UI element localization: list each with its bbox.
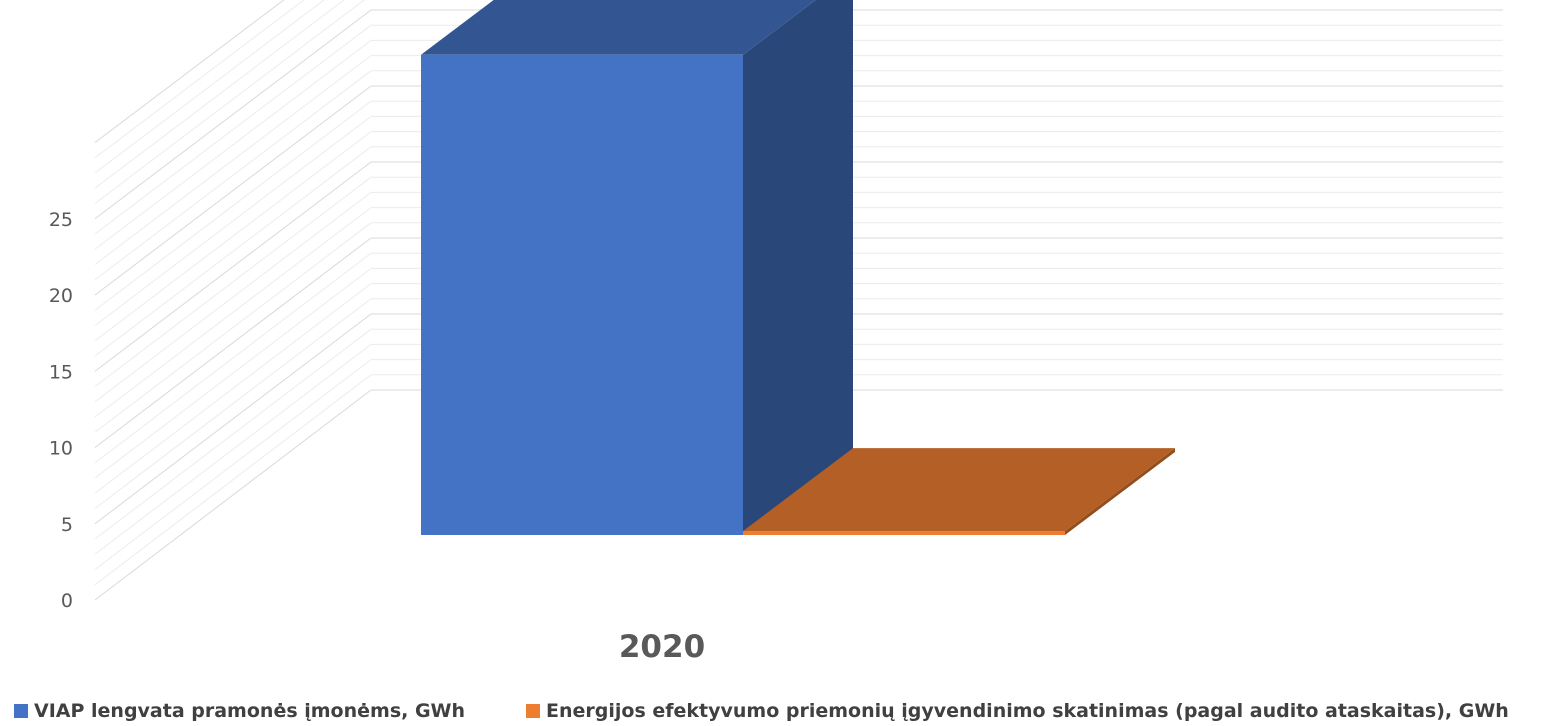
gridline-side bbox=[94, 116, 372, 326]
gridline-side bbox=[94, 207, 372, 418]
gridline-side bbox=[94, 268, 372, 479]
legend-label-viap: VIAP lengvata pramonės įmonėms, GWh bbox=[34, 700, 466, 722]
gridline-side bbox=[94, 222, 372, 433]
gridline-side bbox=[94, 24, 372, 235]
gridline-side bbox=[94, 192, 372, 403]
gridline-side bbox=[94, 161, 372, 372]
gridline-side bbox=[94, 100, 372, 311]
bar-viap bbox=[421, 0, 853, 536]
chart: 0 5 10 15 20 25 2020 bbox=[49, 0, 1503, 665]
bars bbox=[421, 0, 1175, 536]
y-tick-label: 25 bbox=[49, 209, 73, 231]
bar-top-face bbox=[421, 0, 816, 55]
legend-swatch-orange bbox=[526, 704, 540, 718]
legend-item-energy-efficiency: Energijos efektyvumo priemonių įgyvendin… bbox=[526, 700, 1509, 722]
gridline-side bbox=[94, 313, 372, 525]
legend-swatch-blue bbox=[14, 704, 28, 718]
gridline-side bbox=[94, 328, 372, 540]
bar-energy-efficiency bbox=[743, 448, 1175, 535]
gridline-side bbox=[94, 283, 372, 494]
gridline-side bbox=[94, 374, 372, 586]
legend-item-viap: VIAP lengvata pramonės įmonėms, GWh bbox=[14, 700, 465, 722]
bar-side-face bbox=[1065, 448, 1175, 535]
gridline-side bbox=[94, 0, 325, 174]
gridline-side bbox=[94, 0, 285, 143]
gridline-side bbox=[94, 55, 372, 265]
x-category-label: 2020 bbox=[619, 629, 705, 665]
gridline-side bbox=[94, 176, 372, 387]
gridline-side bbox=[94, 9, 372, 220]
gridline-side bbox=[94, 40, 372, 250]
y-tick-label: 0 bbox=[61, 590, 73, 612]
bar-side-face bbox=[743, 0, 853, 535]
legend: VIAP lengvata pramonės įmonėms, GWh Ener… bbox=[14, 700, 1567, 726]
gridline-side bbox=[94, 85, 372, 296]
gridline-side bbox=[94, 0, 305, 159]
gridline-side bbox=[94, 298, 372, 509]
gridline-side bbox=[94, 0, 365, 204]
y-axis: 0 5 10 15 20 25 bbox=[49, 209, 73, 612]
y-tick-label: 15 bbox=[49, 361, 73, 383]
gridline-side bbox=[94, 359, 372, 570]
bar-top-face bbox=[743, 448, 1175, 532]
legend-label-energy-efficiency: Energijos efektyvumo priemonių įgyvendin… bbox=[546, 700, 1509, 722]
y-tick-label: 5 bbox=[61, 514, 73, 536]
gridline-side bbox=[94, 237, 372, 448]
gridline-side bbox=[94, 0, 345, 189]
y-tick-label: 10 bbox=[49, 438, 73, 460]
gridline-side bbox=[94, 389, 372, 601]
bar-front-face bbox=[743, 531, 1065, 535]
gridline-side bbox=[94, 131, 372, 342]
y-tick-label: 20 bbox=[49, 285, 73, 307]
gridline-side bbox=[94, 146, 372, 357]
bar-front-face bbox=[421, 54, 743, 536]
gridline-side bbox=[94, 252, 372, 464]
gridline-side bbox=[94, 70, 372, 281]
gridline-side bbox=[94, 344, 372, 555]
